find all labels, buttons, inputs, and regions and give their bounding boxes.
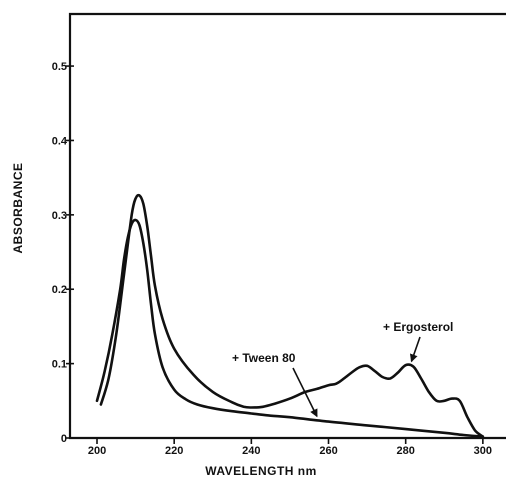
x-tick-label: 220 bbox=[165, 445, 183, 457]
annotations: + Tween 80 + Ergosterol bbox=[232, 320, 453, 418]
y-tick-label: 0 bbox=[61, 433, 67, 445]
y-tick-label: 0.2 bbox=[52, 284, 67, 296]
tween-80-curve bbox=[95, 218, 485, 438]
x-axis-title: WAVELENGTH nm bbox=[205, 464, 317, 478]
x-tick-label: 260 bbox=[319, 445, 337, 457]
tween-80-arrow bbox=[292, 367, 318, 418]
y-tick-label: 0.4 bbox=[52, 135, 68, 147]
curves bbox=[95, 193, 485, 438]
y-tick-label: 0.3 bbox=[52, 210, 67, 222]
ergosterol-curve bbox=[99, 193, 485, 438]
x-tick-label: 240 bbox=[242, 445, 260, 457]
x-tick-label: 300 bbox=[474, 445, 492, 457]
axes bbox=[68, 12, 506, 440]
ergosterol-label: + Ergosterol bbox=[383, 320, 453, 334]
y-tick-label: 0.1 bbox=[52, 359, 67, 371]
x-tick-label: 200 bbox=[88, 445, 106, 457]
y-axis-title: ABSORBANCE bbox=[11, 162, 25, 253]
x-tick-label: 280 bbox=[397, 445, 415, 457]
y-tick-label: 0.5 bbox=[52, 61, 67, 73]
ergosterol-arrow bbox=[410, 336, 421, 363]
x-ticks: 200 220 240 260 280 300 bbox=[88, 438, 492, 457]
tween-80-label: + Tween 80 bbox=[232, 351, 296, 365]
y-ticks: 0 0.1 0.2 0.3 0.4 0.5 bbox=[52, 61, 74, 445]
axis-frame bbox=[68, 12, 506, 440]
